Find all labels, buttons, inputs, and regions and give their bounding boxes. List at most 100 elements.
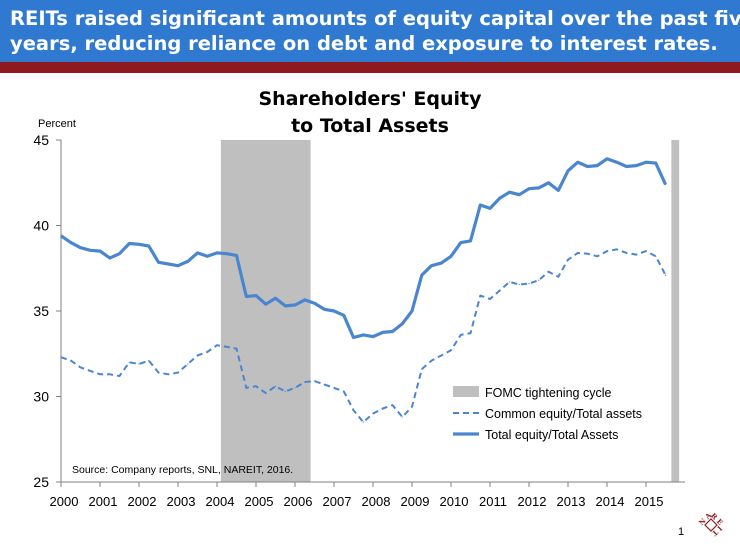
y-tick-label-1: 30: [33, 389, 49, 405]
series-1-point-13: [187, 363, 189, 365]
page-number: 1: [678, 526, 685, 538]
series-1-point-48: [528, 283, 530, 285]
series-0-point-35: [401, 323, 403, 325]
series-1-point-46: [508, 281, 511, 283]
series-0-point-46: [508, 191, 511, 193]
y-axis-label: Percent: [38, 118, 76, 130]
series-0-point-54: [586, 165, 589, 168]
series-0-point-47: [518, 194, 520, 196]
series-0-point-8: [138, 243, 140, 245]
series-line-1: [60, 248, 667, 424]
series-0-point-38: [430, 265, 433, 267]
x-tick-label-13: 2013: [557, 494, 586, 509]
series-0-point-36: [411, 310, 413, 312]
series-0-point-9: [148, 245, 150, 247]
shaded-period-0: [220, 140, 311, 482]
series-1-point-3: [89, 370, 91, 372]
chart-title: Shareholders' Equity to Total Assets: [200, 86, 540, 140]
series-1-point-14: [196, 354, 199, 357]
series-1-point-23: [284, 390, 286, 392]
series-0-point-22: [274, 297, 277, 299]
series-1-point-11: [167, 373, 169, 375]
nareit-logo-mark: N A R E I T: [697, 510, 725, 538]
series-1-point-35: [401, 416, 403, 418]
series-0-point-31: [362, 334, 364, 336]
series-1-point-0: [60, 356, 62, 358]
series-1-point-12: [177, 371, 179, 374]
series-0-point-17: [226, 253, 228, 255]
series-1-point-27: [323, 383, 325, 386]
y-tick-label-3: 40: [33, 218, 49, 234]
series-1-point-55: [596, 255, 598, 257]
series-1-point-45: [499, 289, 501, 292]
series-1-point-16: [216, 344, 218, 346]
series-1-point-52: [567, 259, 569, 261]
series-0-point-51: [557, 189, 559, 192]
series-1-point-43: [479, 295, 481, 297]
series-0-point-59: [635, 165, 637, 167]
series-0-point-58: [625, 165, 628, 168]
series-1-point-60: [645, 250, 647, 252]
series-1-point-40: [450, 349, 452, 351]
series-0-point-62: [664, 183, 667, 186]
series-0-point-20: [255, 295, 257, 297]
series-0-point-23: [284, 305, 286, 307]
series-0-point-25: [304, 299, 306, 301]
series-0-point-7: [128, 242, 130, 245]
series-1-point-49: [538, 279, 540, 281]
x-tick-label-6: 2006: [284, 494, 313, 509]
series-1-point-56: [606, 250, 608, 252]
series-0-point-21: [265, 303, 267, 305]
nareit-logo: N A R E I T: [697, 510, 725, 538]
x-tick-label-8: 2008: [362, 494, 391, 509]
series-0-point-45: [499, 197, 501, 199]
series-1-point-25: [304, 381, 306, 383]
series-0-point-14: [196, 252, 199, 254]
series-1-point-9: [148, 359, 150, 362]
series-0-point-49: [538, 187, 540, 189]
series-0-point-57: [616, 161, 618, 163]
legend-label-1: Common equity/Total assets: [485, 407, 642, 421]
series-1-point-47: [518, 283, 520, 286]
shaded-period-1: [671, 140, 680, 482]
series-0-point-42: [469, 240, 472, 242]
x-tick-label-1: 2001: [89, 494, 118, 509]
x-tick-label-15: 2015: [635, 494, 664, 509]
series-0-point-32: [372, 336, 374, 338]
series-0-point-13: [187, 260, 189, 263]
series-1-point-50: [547, 271, 550, 273]
series-1-point-1: [70, 359, 72, 362]
series-1-point-4: [99, 373, 101, 375]
series-1-point-36: [411, 406, 413, 408]
series-0-point-11: [167, 263, 169, 265]
series-0-point-27: [323, 308, 325, 310]
y-tick-label-2: 35: [33, 303, 49, 319]
series-0-point-4: [99, 250, 101, 252]
banner-headline-line-1: REITs raised significant amounts of equi…: [10, 7, 740, 30]
series-0-point-56: [606, 158, 608, 160]
series-0-point-43: [479, 204, 481, 206]
source-note: Source: Company reports, SNL, NAREIT, 20…: [72, 464, 293, 476]
series-0-point-48: [528, 188, 530, 190]
series-0-point-3: [89, 249, 91, 251]
series-1-point-29: [343, 390, 345, 392]
series-0-point-18: [235, 254, 238, 257]
series-1-point-58: [625, 252, 628, 254]
series-1-point-57: [616, 248, 618, 251]
series-0-point-6: [118, 253, 121, 255]
legend-swatch-0: [453, 386, 479, 397]
legend-label-2: Total equity/Total Assets: [485, 428, 618, 442]
series-0-point-37: [421, 274, 423, 276]
series-0-point-10: [157, 261, 160, 263]
x-tick-label-0: 2000: [50, 494, 79, 509]
series-0-point-12: [177, 265, 179, 267]
series-0-point-33: [382, 331, 384, 333]
series-0-point-15: [206, 255, 208, 257]
series-1-point-42: [469, 332, 472, 334]
series-1-point-30: [352, 409, 355, 411]
series-1-point-20: [255, 385, 257, 387]
chart-title-line-1: Shareholders' Equity: [258, 88, 482, 110]
series-1-point-39: [440, 354, 442, 357]
series-0-point-44: [489, 207, 491, 209]
